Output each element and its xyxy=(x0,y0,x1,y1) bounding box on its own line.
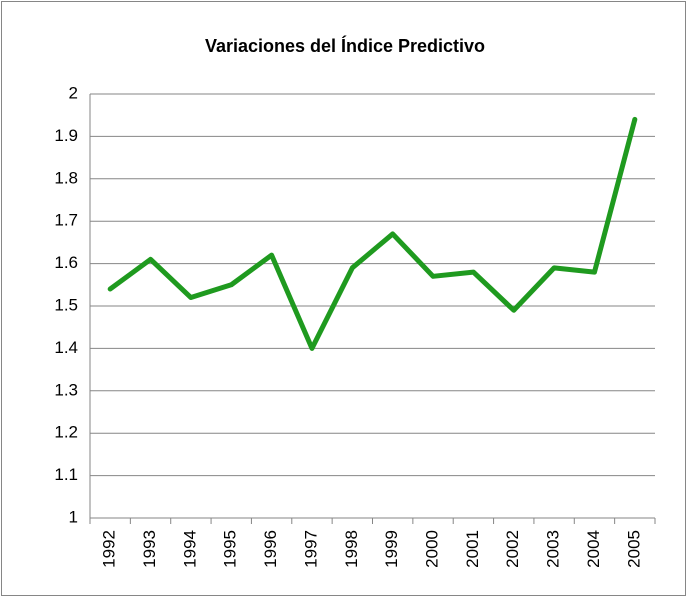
x-tick-label: 1995 xyxy=(221,530,240,568)
x-tick-label: 2003 xyxy=(544,530,563,568)
y-tick-label: 1.3 xyxy=(54,380,78,399)
x-tick-label: 1994 xyxy=(180,530,199,568)
y-tick-label: 2 xyxy=(69,83,78,102)
x-tick-label: 1997 xyxy=(301,530,320,568)
x-tick-label: 1998 xyxy=(342,530,361,568)
data-line xyxy=(107,116,638,351)
y-tick-label: 1.4 xyxy=(54,338,78,357)
y-tick-label: 1.9 xyxy=(54,126,78,145)
x-tick-label: 1999 xyxy=(382,530,401,568)
x-tick-label: 1996 xyxy=(261,530,280,568)
y-tick-label: 1.7 xyxy=(54,211,78,230)
y-tick-label: 1.6 xyxy=(54,253,78,272)
x-tick-label: 2000 xyxy=(423,530,442,568)
x-tick-label: 2005 xyxy=(624,530,643,568)
x-tick-label: 2001 xyxy=(463,530,482,568)
x-tick-label: 1992 xyxy=(100,530,119,568)
chart-title: Variaciones del Índice Predictivo xyxy=(205,35,485,56)
y-tick-label: 1.1 xyxy=(54,465,78,484)
y-tick-label: 1.8 xyxy=(54,168,78,187)
x-tick-label: 2004 xyxy=(584,530,603,568)
y-tick-label: 1 xyxy=(69,507,78,526)
x-tick-label: 2002 xyxy=(503,530,522,568)
y-tick-label: 1.5 xyxy=(54,295,78,314)
y-tick-label: 1.2 xyxy=(54,423,78,442)
x-tick-label: 1993 xyxy=(140,530,159,568)
